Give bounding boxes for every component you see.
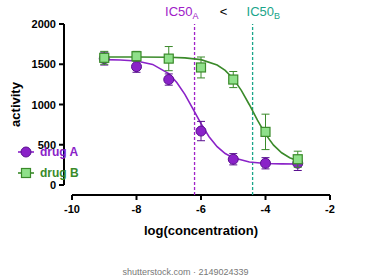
data-point [197, 63, 206, 72]
data-point [132, 62, 142, 72]
watermark: shutterstock.com · 2149024339 [122, 267, 248, 277]
error-cap [262, 114, 270, 115]
legend-label: drug A [40, 145, 79, 159]
error-bar [165, 47, 173, 71]
error-cap [229, 87, 237, 88]
error-bar [229, 154, 237, 165]
error-cap [262, 149, 270, 150]
annotation-main: IC50 [165, 4, 192, 19]
error-cap [294, 151, 302, 152]
x-tick [329, 195, 331, 200]
error-bar [262, 114, 270, 149]
x-tick [71, 195, 73, 200]
ic50-lines [195, 24, 253, 195]
y-tick [59, 63, 64, 65]
x-axis-label: log(concentration) [144, 223, 258, 238]
error-cap [165, 46, 173, 47]
error-bar [197, 121, 205, 140]
annotation-text: IC50B [247, 4, 280, 21]
y-tick-label: 0 [50, 179, 56, 191]
data-point [261, 127, 270, 136]
legend-label: drug B [40, 166, 79, 180]
annotation-sub: B [274, 11, 280, 21]
error-bar [133, 61, 141, 72]
error-bar [262, 158, 270, 169]
error-bar [294, 151, 302, 167]
error-bar [229, 71, 237, 87]
annotation-main: IC50 [247, 4, 274, 19]
annotation-main: < [220, 4, 228, 19]
y-tick [59, 23, 64, 25]
error-cap [197, 140, 205, 141]
error-cap [165, 70, 173, 71]
chart: 0500100015002000-10-8-6-4-2log(concentra… [0, 0, 371, 280]
annotations: IC50A<IC50B [165, 4, 280, 21]
y-tick-label: 2000 [32, 18, 56, 30]
legend: drug A drug B [18, 145, 79, 180]
data-point [228, 154, 238, 164]
y-tick [59, 184, 64, 186]
data-point [100, 53, 109, 62]
data-point [164, 54, 173, 63]
x-tick [136, 195, 138, 200]
x-tick-label: -6 [196, 203, 206, 215]
legend-marker [21, 147, 31, 157]
error-cap [100, 51, 108, 52]
data-point [293, 155, 302, 164]
error-bar [100, 51, 108, 64]
error-cap [294, 167, 302, 168]
data-point [99, 54, 109, 64]
error-bar [197, 57, 205, 78]
fit-curve [104, 57, 298, 161]
plot-area [99, 47, 303, 171]
x-tick-label: -8 [132, 203, 142, 215]
error-cap [100, 65, 108, 66]
legend-marker [22, 169, 31, 178]
y-tick-label: 1500 [32, 58, 56, 70]
error-bar [165, 74, 173, 85]
error-cap [229, 71, 237, 72]
annotation-text: < [220, 4, 228, 19]
y-tick [59, 104, 64, 106]
annotation-text: IC50A [165, 4, 198, 21]
error-bar [100, 52, 108, 65]
y-tick-label: 1000 [32, 99, 56, 111]
x-tick-label: -4 [261, 203, 272, 215]
x-tick [265, 195, 267, 200]
x-tick-label: -2 [325, 203, 335, 215]
watermark-bg [0, 262, 371, 280]
error-cap [197, 57, 205, 58]
data-point [132, 52, 141, 61]
data-point [229, 75, 238, 84]
error-bar [133, 51, 141, 61]
error-cap [197, 121, 205, 122]
y-axis-label: activity [8, 81, 23, 127]
data-point [164, 75, 174, 85]
x-tick-label: -10 [64, 203, 80, 215]
error-cap [100, 64, 108, 65]
data-point [261, 158, 271, 168]
annotation-sub: A [193, 11, 199, 21]
x-tick [200, 195, 202, 200]
error-cap [294, 170, 302, 171]
data-point [196, 126, 206, 136]
error-cap [197, 77, 205, 78]
